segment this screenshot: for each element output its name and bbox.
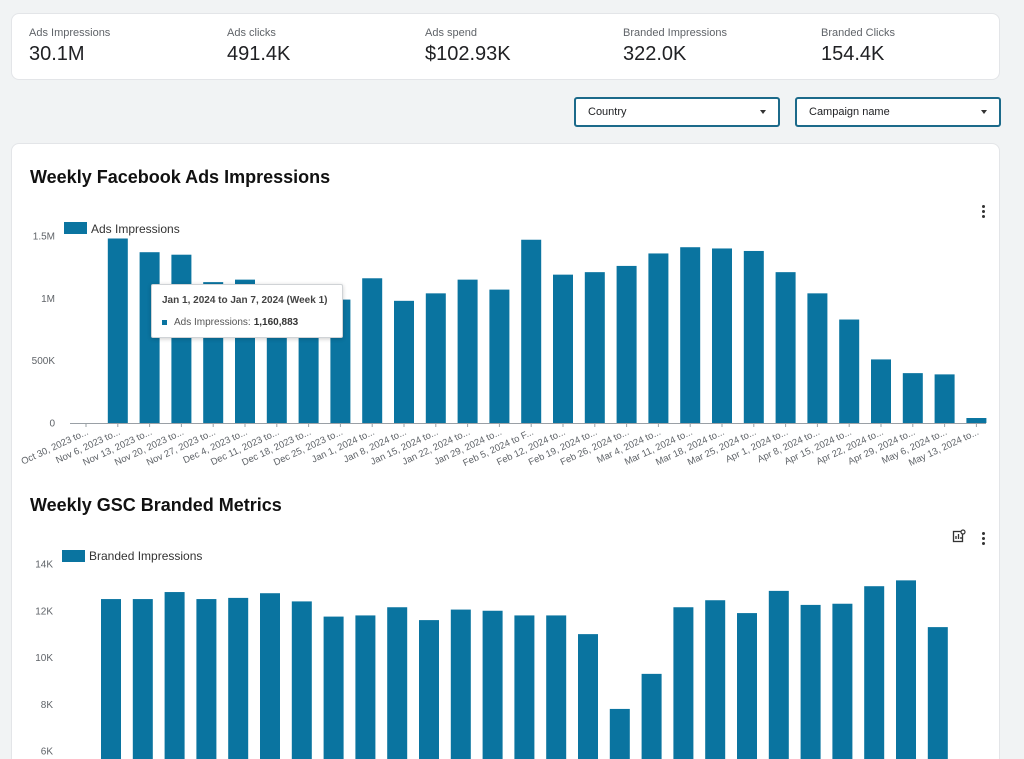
y-tick-label: 8K: [41, 700, 54, 711]
country-filter-label: Country: [588, 106, 627, 118]
bar-ads-impressions[interactable]: [966, 418, 987, 423]
country-filter-dropdown[interactable]: Country: [574, 97, 780, 127]
bar-ads-impressions[interactable]: [712, 248, 732, 423]
tooltip-row: Ads Impressions: 1,160,883: [162, 317, 298, 328]
kpi-label: Ads spend: [425, 27, 477, 39]
bar-branded-impressions[interactable]: [196, 599, 217, 759]
y-tick-label: 14K: [35, 560, 53, 571]
bar-ads-impressions[interactable]: [394, 300, 414, 423]
bar-branded-impressions[interactable]: [291, 601, 312, 759]
more-options-icon[interactable]: [982, 532, 986, 547]
bar-branded-impressions[interactable]: [768, 590, 789, 759]
kpi-ads-impressions[interactable]: Ads Impressions 30.1M: [29, 26, 110, 66]
bar-branded-impressions[interactable]: [260, 593, 280, 759]
bar-ads-impressions[interactable]: [553, 274, 573, 423]
bar-branded-impressions[interactable]: [514, 615, 535, 759]
tooltip-series-label: Ads Impressions:: [174, 317, 251, 328]
y-tick-label: 6K: [41, 747, 54, 758]
kpi-value: $102.93K: [425, 43, 511, 65]
kpi-value: 322.0K: [623, 43, 687, 65]
campaign-filter-label: Campaign name: [809, 106, 890, 118]
kpi-branded-impressions[interactable]: Branded Impressions 322.0K: [623, 26, 727, 66]
bar-ads-impressions[interactable]: [362, 278, 383, 423]
y-tick-label: 1M: [41, 294, 55, 305]
kpi-label: Branded Clicks: [821, 27, 895, 39]
bar-branded-impressions[interactable]: [101, 599, 121, 759]
kpi-label: Branded Impressions: [623, 27, 727, 39]
bar-branded-impressions[interactable]: [450, 609, 471, 759]
tooltip-swatch: [162, 320, 167, 325]
kpi-value: 154.4K: [821, 43, 885, 65]
bar-ads-impressions[interactable]: [616, 265, 637, 423]
more-options-icon[interactable]: [982, 205, 986, 220]
bar-branded-impressions[interactable]: [927, 627, 948, 759]
bar-ads-impressions[interactable]: [107, 238, 128, 423]
bar-ads-impressions[interactable]: [871, 359, 891, 423]
chart-tooltip: Jan 1, 2024 to Jan 7, 2024 (Week 1) Ads …: [151, 284, 343, 338]
bar-branded-impressions[interactable]: [578, 634, 598, 759]
bar-branded-impressions[interactable]: [387, 607, 408, 759]
legend-swatch: [62, 550, 85, 562]
kpi-label: Ads clicks: [227, 27, 276, 39]
bar-branded-impressions[interactable]: [800, 604, 821, 759]
bar-ads-impressions[interactable]: [934, 374, 955, 423]
bar-branded-impressions[interactable]: [673, 607, 694, 759]
bar-ads-impressions[interactable]: [457, 279, 478, 423]
chart-2-title: Weekly GSC Branded Metrics: [30, 495, 282, 515]
bar-branded-impressions[interactable]: [609, 708, 630, 759]
kpi-ads-clicks[interactable]: Ads clicks 491.4K: [227, 26, 290, 66]
chart-explore-icon[interactable]: [952, 529, 966, 543]
kpi-value: 491.4K: [227, 43, 291, 65]
y-tick-label: 10K: [35, 653, 53, 664]
y-tick-label: 0: [49, 419, 55, 430]
bar-branded-impressions[interactable]: [323, 616, 344, 759]
tooltip-value: 1,160,883: [253, 317, 299, 328]
bar-branded-impressions[interactable]: [482, 610, 503, 759]
legend-swatch: [64, 222, 87, 234]
bar-branded-impressions[interactable]: [864, 586, 885, 759]
bar-ads-impressions[interactable]: [489, 289, 510, 423]
legend-label: Ads Impressions: [91, 222, 180, 236]
y-tick-label: 500K: [32, 356, 56, 367]
bar-branded-impressions[interactable]: [896, 580, 916, 759]
bar-branded-impressions[interactable]: [164, 592, 185, 759]
caret-down-icon: [760, 110, 766, 114]
bar-ads-impressions[interactable]: [425, 293, 446, 423]
bar-ads-impressions[interactable]: [902, 373, 923, 423]
bar-ads-impressions[interactable]: [807, 293, 828, 423]
bar-branded-impressions[interactable]: [546, 615, 567, 759]
kpi-scorecard-bar: Ads Impressions 30.1M Ads clicks 491.4K …: [11, 13, 1000, 80]
bar-branded-impressions[interactable]: [132, 599, 153, 759]
y-tick-label: 12K: [35, 606, 53, 617]
bar-ads-impressions[interactable]: [775, 272, 796, 423]
chart-1-title: Weekly Facebook Ads Impressions: [30, 167, 331, 187]
kpi-value: 30.1M: [29, 43, 85, 65]
legend-label: Branded Impressions: [89, 549, 202, 563]
y-tick-label: 1.5M: [33, 232, 55, 243]
bar-ads-impressions[interactable]: [521, 239, 542, 423]
bar-ads-impressions[interactable]: [648, 253, 669, 423]
bar-ads-impressions[interactable]: [743, 250, 764, 423]
caret-down-icon: [981, 110, 987, 114]
bar-ads-impressions[interactable]: [839, 319, 860, 423]
kpi-ads-spend[interactable]: Ads spend $102.93K: [425, 26, 511, 66]
campaign-filter-dropdown[interactable]: Campaign name: [795, 97, 1001, 127]
bar-branded-impressions[interactable]: [419, 620, 439, 759]
bar-ads-impressions[interactable]: [171, 254, 192, 423]
bar-branded-impressions[interactable]: [355, 615, 376, 759]
tooltip-title: Jan 1, 2024 to Jan 7, 2024 (Week 1): [162, 295, 328, 306]
bar-ads-impressions[interactable]: [584, 272, 605, 423]
kpi-label: Ads Impressions: [29, 27, 111, 39]
bar-branded-impressions[interactable]: [641, 673, 662, 759]
bar-ads-impressions[interactable]: [680, 247, 701, 423]
bar-branded-impressions[interactable]: [228, 597, 249, 759]
bar-branded-impressions[interactable]: [705, 600, 726, 759]
bar-branded-impressions[interactable]: [737, 613, 757, 759]
kpi-branded-clicks[interactable]: Branded Clicks 154.4K: [821, 26, 895, 66]
bar-branded-impressions[interactable]: [832, 603, 853, 759]
